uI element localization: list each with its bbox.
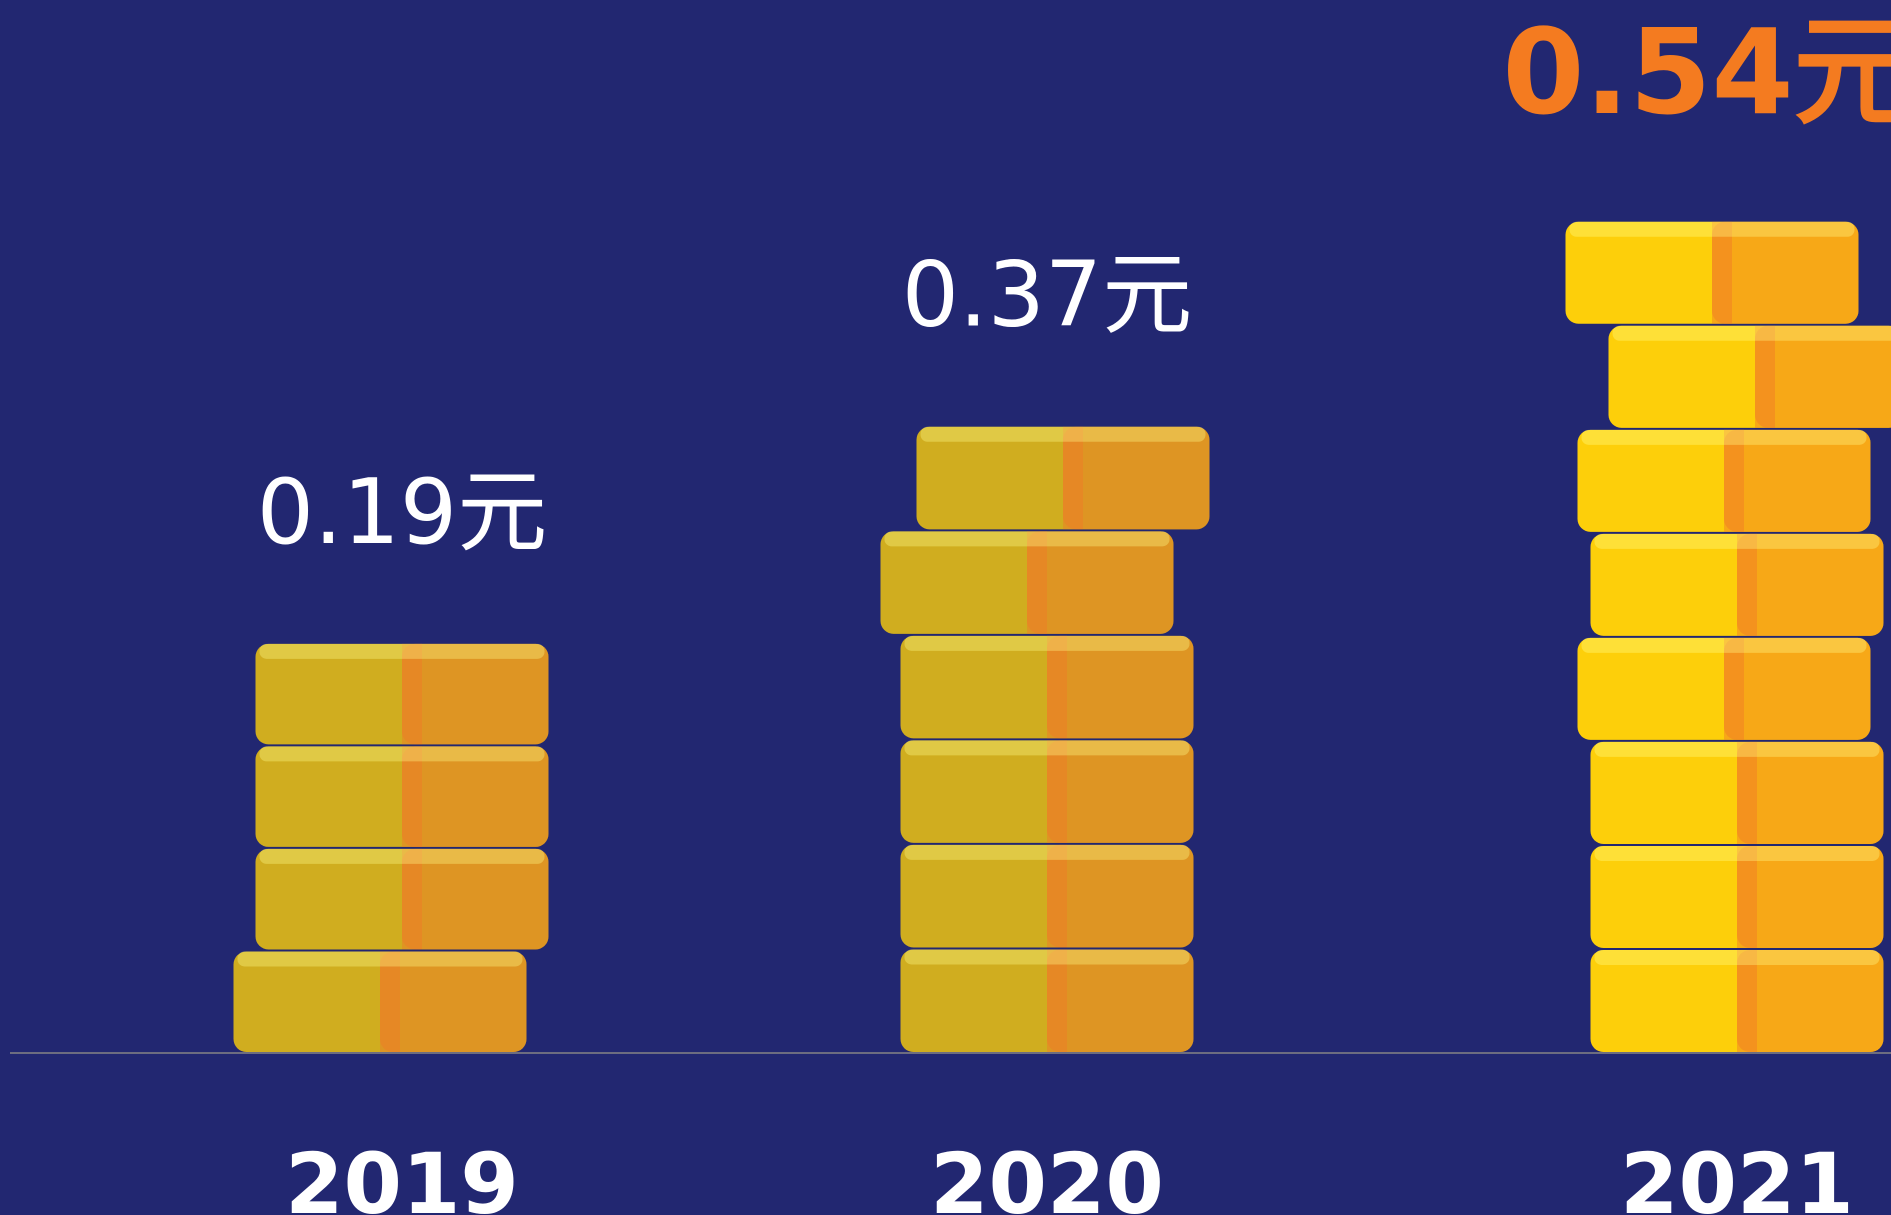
coin <box>1577 429 1871 532</box>
coin-highlight <box>904 635 1190 651</box>
coin <box>1608 325 1891 428</box>
coin-highlight <box>259 643 545 659</box>
coin <box>255 643 549 745</box>
coin-highlight <box>904 949 1190 965</box>
coin-shade <box>1712 221 1732 324</box>
coin-highlight <box>904 740 1190 756</box>
coin <box>900 635 1194 739</box>
coin-shade <box>1755 325 1891 428</box>
coin <box>916 426 1210 530</box>
coin-shade <box>402 848 549 950</box>
coin-stack <box>1565 221 1891 1052</box>
coin-shade <box>1737 845 1884 948</box>
coin <box>233 951 527 1052</box>
coin-highlight <box>1594 949 1880 965</box>
coin-shade <box>402 848 422 950</box>
coin-shade <box>402 643 422 745</box>
coin <box>1590 741 1884 844</box>
coin-shade <box>1047 949 1067 1052</box>
coin-shade <box>1737 533 1884 636</box>
coin <box>900 844 1194 948</box>
coin-shade <box>1724 637 1871 740</box>
coin-shade <box>1047 635 1067 739</box>
coin-shade <box>402 643 549 745</box>
coin-highlight <box>1594 845 1880 861</box>
coin-shade <box>1737 949 1884 1052</box>
coin-shade <box>1047 844 1067 948</box>
coin-stack <box>233 643 549 1052</box>
coin-shade <box>380 951 400 1052</box>
coin-shade <box>402 746 422 847</box>
coin-shade <box>1737 533 1757 636</box>
value-label: 0.37元 <box>902 243 1192 348</box>
coin <box>900 740 1194 843</box>
coin-shade <box>1027 531 1047 634</box>
value-label: 0.54元 <box>1502 3 1891 141</box>
coin <box>255 848 549 950</box>
coin <box>255 746 549 847</box>
coin <box>1590 533 1884 636</box>
value-label: 0.19元 <box>257 460 547 565</box>
coin-highlight <box>1581 637 1867 653</box>
coin-shade <box>1737 741 1757 844</box>
coin <box>1565 221 1859 324</box>
coin-shade <box>1047 740 1194 843</box>
x-tick-label: 2020 <box>930 1135 1164 1215</box>
coin-shade <box>1737 949 1757 1052</box>
coin-shade <box>1027 531 1174 634</box>
coin-highlight <box>904 844 1190 860</box>
coin-shade <box>1063 426 1210 530</box>
coin-shade <box>1737 741 1884 844</box>
coin-highlight <box>1581 429 1867 445</box>
coin-highlight <box>1594 533 1880 549</box>
coin-shade <box>1047 844 1194 948</box>
x-tick-label: 2021 <box>1620 1135 1854 1215</box>
coin <box>1577 637 1871 740</box>
x-tick-label: 2019 <box>285 1135 519 1215</box>
coin-shade <box>1712 221 1859 324</box>
coin-highlight <box>884 531 1170 547</box>
coin-shade <box>1047 740 1067 843</box>
coin-shade <box>1724 637 1744 740</box>
coin-stack <box>880 426 1210 1052</box>
coin-shade <box>1063 426 1083 530</box>
coin <box>1590 845 1884 948</box>
coin-highlight <box>1569 221 1855 237</box>
coin-shade <box>1724 429 1871 532</box>
coin-shade <box>1737 845 1757 948</box>
coin <box>880 531 1174 634</box>
coin-shade <box>1047 635 1194 739</box>
coin-highlight <box>237 951 523 967</box>
coin-highlight <box>259 848 545 864</box>
coin-highlight <box>259 746 545 762</box>
coin-shade <box>1724 429 1744 532</box>
coin-highlight <box>920 426 1206 442</box>
coin-shade <box>1755 325 1775 428</box>
coin-shade <box>402 746 549 847</box>
coin <box>900 949 1194 1052</box>
coin <box>1590 949 1884 1052</box>
coin-shade <box>380 951 527 1052</box>
coin-shade <box>1047 949 1194 1052</box>
coin-highlight <box>1612 325 1891 341</box>
coin-highlight <box>1594 741 1880 757</box>
